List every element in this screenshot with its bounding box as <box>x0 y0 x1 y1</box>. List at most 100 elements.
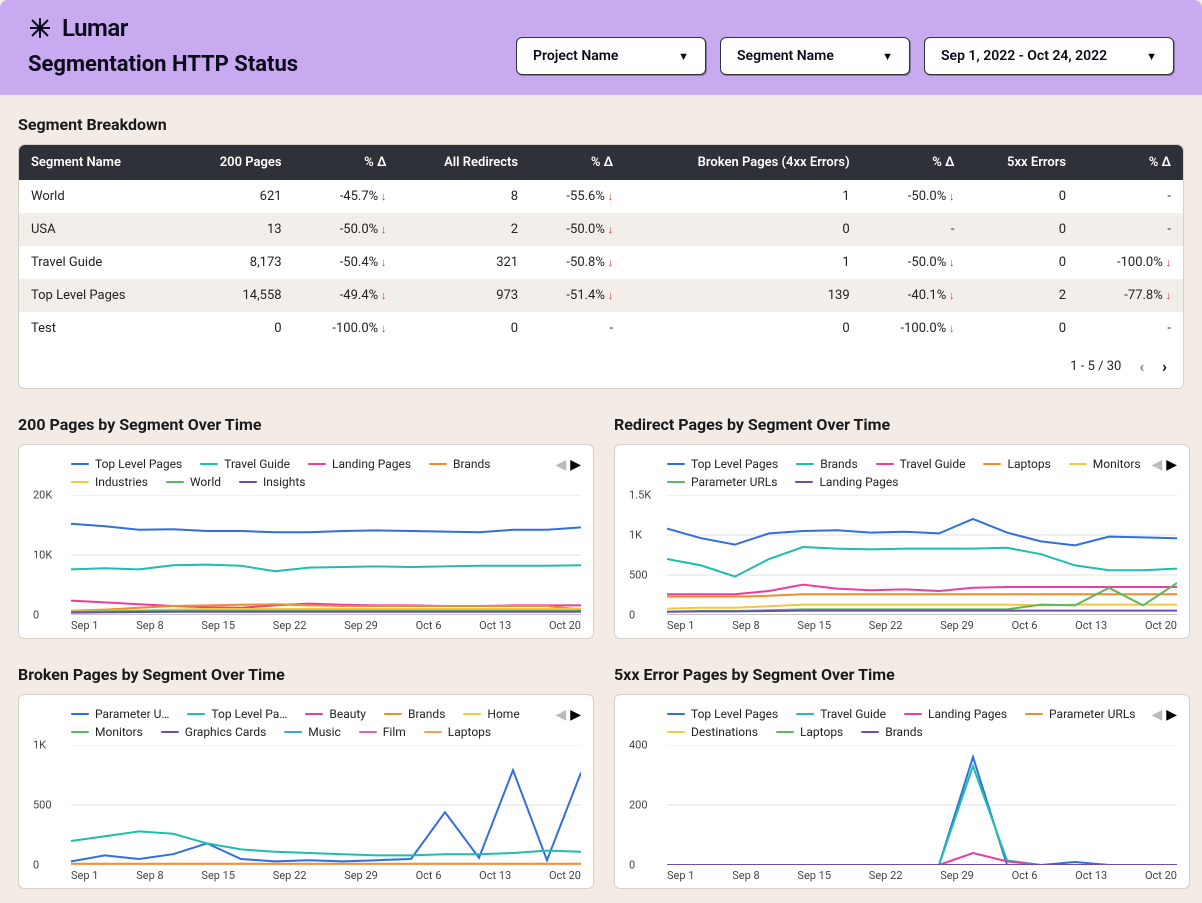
legend-item[interactable]: Brands <box>861 725 922 739</box>
y-axis-label: 200 <box>629 799 648 812</box>
segment-dropdown[interactable]: Segment Name▼ <box>720 37 910 75</box>
table-cell: 0 <box>625 312 862 345</box>
legend-item[interactable]: Brands <box>796 457 857 471</box>
y-axis-label: 1K <box>33 739 46 752</box>
legend-swatch <box>1025 713 1043 716</box>
chart-series-line <box>71 612 581 613</box>
table-pager: 1 - 5 / 30 ‹ › <box>19 345 1183 388</box>
table-header-cell: % Δ <box>1078 145 1183 180</box>
table-cell: 2 <box>967 279 1079 312</box>
legend-item[interactable]: Parameter URLs <box>667 475 777 489</box>
legend-item[interactable]: Brands <box>384 707 445 721</box>
legend-swatch <box>667 481 685 484</box>
legend-item[interactable]: Laptops <box>776 725 843 739</box>
legend-item[interactable]: Landing Pages <box>308 457 411 471</box>
table-row[interactable]: World621-45.7%8-55.6%1-50.0%0- <box>19 180 1183 213</box>
table-cell: - <box>1078 180 1183 213</box>
legend-item[interactable]: Home <box>463 707 519 721</box>
legend-next[interactable]: ▶ <box>1166 457 1177 473</box>
legend-item[interactable]: Laptops <box>424 725 491 739</box>
legend-item[interactable]: Landing Pages <box>795 475 898 489</box>
legend-item[interactable]: Parameter U… <box>71 707 169 721</box>
legend-swatch <box>384 713 402 716</box>
table-row[interactable]: Test0-100.0%0-0-100.0%0- <box>19 312 1183 345</box>
legend-item[interactable]: Film <box>359 725 406 739</box>
legend-item[interactable]: Landing Pages <box>904 707 1007 721</box>
project-dropdown[interactable]: Project Name▼ <box>516 37 706 75</box>
x-axis-label: Oct 20 <box>1145 869 1177 882</box>
legend-item[interactable]: Top Level Pa… <box>187 707 287 721</box>
legend-item[interactable]: Industries <box>71 475 148 489</box>
table-cell: -50.0% <box>530 213 625 246</box>
legend-prev[interactable]: ◀ <box>555 707 566 723</box>
legend-item[interactable]: Insights <box>239 475 305 489</box>
chart-legend: Top Level Pages Brands Travel Guide Laptops… <box>627 455 1151 495</box>
legend-item[interactable]: World <box>166 475 221 489</box>
chart-series-line <box>71 565 581 572</box>
table-row[interactable]: Travel Guide8,173-50.4%321-50.8%1-50.0%0… <box>19 246 1183 279</box>
legend-label: Monitors <box>95 725 143 739</box>
chart-200: Top Level Pages Travel Guide Landing Pages… <box>18 444 594 639</box>
legend-paddles: ◀▶ <box>1151 705 1177 723</box>
legend-label: Travel Guide <box>224 457 290 471</box>
logo-icon <box>28 16 52 40</box>
daterange-dropdown[interactable]: Sep 1, 2022 - Oct 24, 2022▼ <box>924 37 1174 75</box>
chart-svg <box>667 495 1177 615</box>
legend-prev[interactable]: ◀ <box>555 457 566 473</box>
table-cell: -51.4% <box>530 279 625 312</box>
chart-redir: Top Level Pages Brands Travel Guide Laptops… <box>614 444 1190 639</box>
x-axis-label: Sep 8 <box>732 869 759 882</box>
table-cell: - <box>862 213 967 246</box>
breakdown-card: Segment Name200 Pages% ΔAll Redirects% Δ… <box>18 144 1184 389</box>
page-body: Segment Breakdown Segment Name200 Pages%… <box>0 95 1202 903</box>
legend-next[interactable]: ▶ <box>1166 707 1177 723</box>
legend-prev[interactable]: ◀ <box>1151 457 1162 473</box>
table-cell: 13 <box>178 213 293 246</box>
chart-series-line <box>667 605 1177 609</box>
legend-item[interactable]: Brands <box>429 457 490 471</box>
chart-plot: 05001K1.5K <box>667 495 1177 615</box>
legend-paddles: ◀▶ <box>555 455 581 473</box>
legend-item[interactable]: Monitors <box>1069 457 1141 471</box>
table-cell: -50.4% <box>294 246 399 279</box>
legend-item[interactable]: Top Level Pages <box>667 457 778 471</box>
legend-item[interactable]: Travel Guide <box>200 457 290 471</box>
legend-next[interactable]: ▶ <box>570 457 581 473</box>
chart-plot: 05001K <box>71 745 581 865</box>
legend-label: Brands <box>408 707 445 721</box>
table-row[interactable]: USA13-50.0%2-50.0%0-0- <box>19 213 1183 246</box>
legend-item[interactable]: Beauty <box>305 707 366 721</box>
legend-item[interactable]: Graphics Cards <box>161 725 267 739</box>
pager-range: 1 - 5 / 30 <box>1070 359 1121 374</box>
page-header: Lumar Segmentation HTTP Status Project N… <box>0 0 1202 95</box>
legend-item[interactable]: Top Level Pages <box>667 707 778 721</box>
table-cell: -45.7% <box>294 180 399 213</box>
segment-dropdown-label: Segment Name <box>737 48 834 64</box>
legend-item[interactable]: Music <box>284 725 340 739</box>
y-axis-label: 500 <box>33 799 52 812</box>
legend-prev[interactable]: ◀ <box>1151 707 1162 723</box>
pager-prev[interactable]: ‹ <box>1139 357 1144 376</box>
legend-item[interactable]: Monitors <box>71 725 143 739</box>
x-axis-label: Oct 20 <box>549 619 581 632</box>
legend-swatch <box>359 731 377 734</box>
pager-next[interactable]: › <box>1162 357 1167 376</box>
legend-item[interactable]: Top Level Pages <box>71 457 182 471</box>
legend-item[interactable]: Laptops <box>983 457 1050 471</box>
legend-swatch <box>667 713 685 716</box>
x-axis-label: Sep 22 <box>869 869 903 882</box>
x-axis-label: Sep 8 <box>136 619 163 632</box>
legend-item[interactable]: Destinations <box>667 725 758 739</box>
legend-item[interactable]: Travel Guide <box>796 707 886 721</box>
table-header-cell: % Δ <box>530 145 625 180</box>
legend-label: Destinations <box>691 725 758 739</box>
table-cell: -50.0% <box>862 180 967 213</box>
table-row[interactable]: Top Level Pages14,558-49.4%973-51.4%139-… <box>19 279 1183 312</box>
legend-next[interactable]: ▶ <box>570 707 581 723</box>
table-header-cell: Segment Name <box>19 145 178 180</box>
table-cell: -50.8% <box>530 246 625 279</box>
chart-200-title: 200 Pages by Segment Over Time <box>18 415 594 434</box>
y-axis-label: 0 <box>33 859 39 872</box>
legend-item[interactable]: Travel Guide <box>876 457 966 471</box>
legend-item[interactable]: Parameter URLs <box>1025 707 1135 721</box>
